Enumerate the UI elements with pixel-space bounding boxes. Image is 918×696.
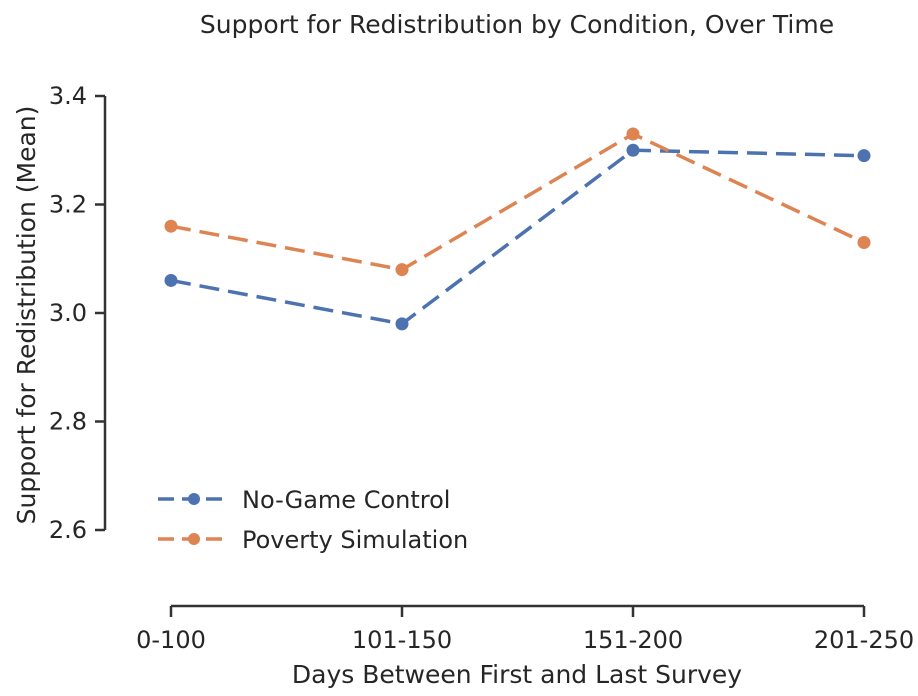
chart-title: Support for Redistribution by Condition,… bbox=[200, 10, 834, 39]
series-line-0 bbox=[170, 148, 865, 326]
y-axis-label: Support for Redistribution (Mean) bbox=[12, 106, 41, 525]
x-tick-label: 201-250 bbox=[814, 626, 914, 654]
y-tick-label: 2.6 bbox=[49, 516, 87, 544]
series-point-1-0 bbox=[164, 219, 178, 233]
y-axis: 2.6 2.8 3.0 3.2 3.4 bbox=[49, 82, 107, 544]
legend-marker-0 bbox=[188, 493, 200, 505]
y-tick-label: 3.2 bbox=[49, 191, 87, 219]
series-point-0-1 bbox=[395, 317, 409, 331]
x-tick-label: 0-100 bbox=[136, 626, 206, 654]
y-tick-label: 3.4 bbox=[49, 82, 87, 110]
series-point-0-2 bbox=[626, 143, 640, 157]
series-point-1-2 bbox=[626, 127, 640, 141]
series-point-0-0 bbox=[164, 273, 178, 287]
legend: No-Game Control Poverty Simulation bbox=[158, 486, 468, 554]
series-line-1 bbox=[170, 132, 865, 272]
legend-label-0: No-Game Control bbox=[242, 486, 450, 514]
series-point-1-3 bbox=[857, 235, 871, 249]
series-layer bbox=[164, 127, 871, 331]
x-axis-label: Days Between First and Last Survey bbox=[292, 660, 742, 689]
series-point-1-1 bbox=[395, 263, 409, 277]
x-tick-label: 101-150 bbox=[352, 626, 452, 654]
y-tick-label: 2.8 bbox=[49, 408, 87, 436]
legend-label-1: Poverty Simulation bbox=[242, 526, 468, 554]
legend-marker-1 bbox=[188, 533, 200, 545]
series-point-0-3 bbox=[857, 149, 871, 163]
x-axis: 0-100 101-150 151-200 201-250 bbox=[136, 604, 914, 654]
y-tick-label: 3.0 bbox=[49, 299, 87, 327]
x-tick-label: 151-200 bbox=[583, 626, 683, 654]
